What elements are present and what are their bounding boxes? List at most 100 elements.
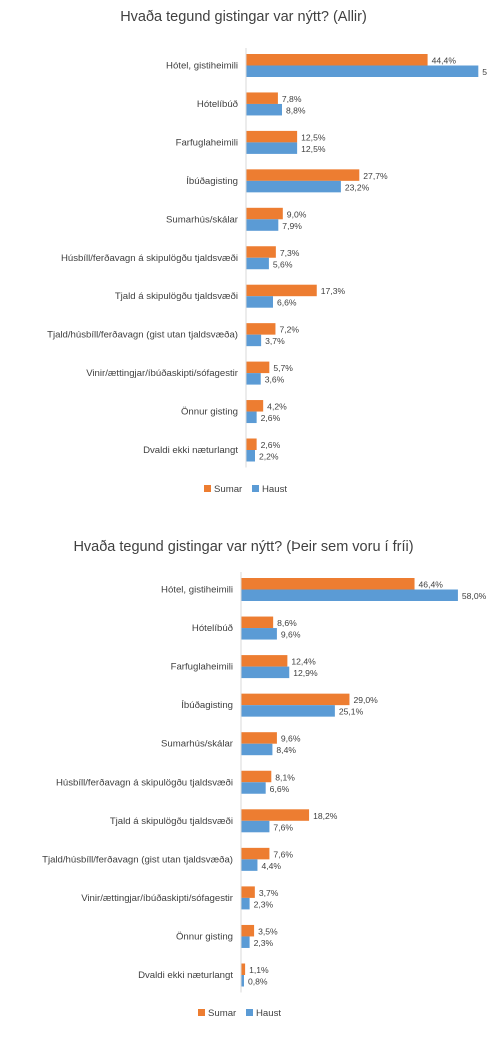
- category-label: Húsbíll/ferðavagn á skipulögðu tjaldsvæð…: [61, 253, 238, 264]
- bar-haust: [246, 65, 479, 77]
- bar-sumar: [241, 578, 415, 590]
- bar-sumar: [246, 400, 264, 412]
- bar-sumar: [246, 246, 276, 258]
- category-label: Íbúðagisting: [186, 176, 238, 187]
- data-label: 6,6%: [270, 784, 290, 794]
- bar-sumar: [246, 284, 317, 297]
- legend-swatch-haust: [252, 485, 259, 492]
- bar-haust: [241, 897, 250, 910]
- bar-sumar: [246, 54, 428, 66]
- bar-sumar: [246, 438, 257, 450]
- data-label: 6,6%: [277, 298, 297, 308]
- data-label: 1,1%: [249, 965, 269, 975]
- category-label: Sumarhús/skálar: [161, 739, 234, 750]
- bar-haust: [241, 743, 273, 756]
- bar-haust: [246, 334, 262, 347]
- bar-haust: [241, 705, 335, 717]
- data-label: 4,2%: [267, 402, 287, 412]
- bar-haust: [246, 373, 261, 385]
- category-label: Húsbíll/ferðavagn á skipulögðu tjaldsvæð…: [56, 777, 233, 788]
- bar-haust: [246, 142, 298, 154]
- bar-sumar: [246, 361, 270, 374]
- data-label: 18,2%: [313, 811, 338, 821]
- data-label: 5,6%: [273, 259, 293, 269]
- category-label: Önnur gisting: [181, 407, 238, 418]
- data-label: 4,4%: [261, 861, 281, 871]
- data-label: 3,5%: [258, 926, 278, 936]
- bar-haust: [241, 628, 277, 640]
- category-label: Dvaldi ekki næturlangt: [138, 970, 233, 981]
- data-label: 2,3%: [254, 938, 274, 948]
- category-label: Vinir/ættingjar/íbúðaskipti/sófagestir: [81, 893, 234, 904]
- category-label: Tjald/húsbíll/ferðavagn (gist utan tjald…: [42, 854, 233, 865]
- category-label: Tjald á skipulögðu tjaldsvæði: [110, 816, 233, 827]
- legend-label: Sumar: [214, 484, 243, 495]
- bar-haust: [246, 450, 255, 462]
- category-label: Tjald á skipulögðu tjaldsvæði: [115, 291, 238, 302]
- category-label: Vinir/ættingjar/íbúðaskipti/sófagestir: [86, 368, 239, 379]
- category-label: Dvaldi ekki næturlangt: [143, 445, 238, 456]
- bar-sumar: [246, 92, 278, 104]
- data-label: 3,6%: [265, 375, 285, 385]
- data-label: 2,6%: [261, 413, 281, 423]
- legend-label: Haust: [256, 1008, 281, 1019]
- data-label: 0,8%: [248, 977, 268, 987]
- data-label: 2,2%: [259, 452, 279, 462]
- bar-sumar: [246, 169, 360, 181]
- bar-haust: [241, 666, 290, 679]
- data-label: 25,1%: [339, 707, 364, 717]
- data-label: 9,6%: [281, 630, 301, 640]
- data-label: 27,7%: [363, 171, 388, 181]
- bar-sumar: [241, 847, 270, 860]
- category-label: Hótelíbúð: [192, 623, 233, 634]
- legend-label: Haust: [262, 484, 287, 495]
- bar-sumar: [241, 963, 246, 975]
- data-label: 8,4%: [276, 745, 296, 755]
- bar-haust: [241, 589, 458, 601]
- bar-haust: [241, 936, 250, 948]
- bar-haust: [246, 257, 269, 270]
- data-label: 12,9%: [293, 668, 318, 678]
- category-label: Önnur gisting: [176, 931, 233, 942]
- legend-label: Sumar: [208, 1008, 237, 1019]
- category-label: Hótelíbúð: [197, 99, 238, 110]
- data-label: 8,6%: [277, 618, 297, 628]
- data-label: 58,0%: [462, 591, 487, 601]
- legend-swatch-sumar: [204, 485, 211, 492]
- legend-swatch-sumar: [198, 1009, 205, 1016]
- data-label: 8,1%: [275, 772, 295, 782]
- data-label: 2,3%: [254, 899, 274, 909]
- category-label: Sumarhús/skálar: [166, 214, 239, 225]
- data-label: 56,8%: [482, 67, 487, 77]
- bar-sumar: [241, 655, 288, 667]
- bar-haust: [246, 411, 257, 424]
- data-label: 46,4%: [419, 580, 444, 590]
- data-label: 7,6%: [273, 822, 293, 832]
- bar-sumar: [241, 693, 350, 706]
- bar-haust: [246, 103, 282, 116]
- data-label: 3,7%: [259, 888, 279, 898]
- chart-1: Hvaða tegund gistingar var nýtt? (Allir)…: [47, 9, 487, 495]
- data-label: 7,8%: [282, 94, 302, 104]
- data-label: 8,8%: [286, 105, 306, 115]
- bar-haust: [241, 820, 270, 833]
- data-label: 9,6%: [281, 734, 301, 744]
- data-label: 3,7%: [265, 336, 285, 346]
- data-label: 44,4%: [432, 56, 457, 66]
- bar-sumar: [246, 207, 283, 220]
- bar-sumar: [241, 886, 255, 898]
- data-label: 7,2%: [279, 325, 299, 335]
- bar-haust: [246, 180, 341, 193]
- category-label: Farfuglaheimili: [171, 662, 233, 673]
- data-label: 17,3%: [321, 286, 346, 296]
- bar-sumar: [246, 130, 298, 143]
- chart-title: Hvaða tegund gistingar var nýtt? (Allir): [120, 9, 367, 25]
- data-label: 12,5%: [301, 144, 326, 154]
- chart-2: Hvaða tegund gistingar var nýtt? (Þeir s…: [42, 539, 487, 1019]
- bar-sumar: [241, 924, 255, 937]
- bar-haust: [246, 296, 273, 308]
- chart-title: Hvaða tegund gistingar var nýtt? (Þeir s…: [73, 539, 413, 555]
- data-label: 23,2%: [345, 182, 370, 192]
- bar-sumar: [241, 616, 274, 629]
- legend-swatch-haust: [246, 1009, 253, 1016]
